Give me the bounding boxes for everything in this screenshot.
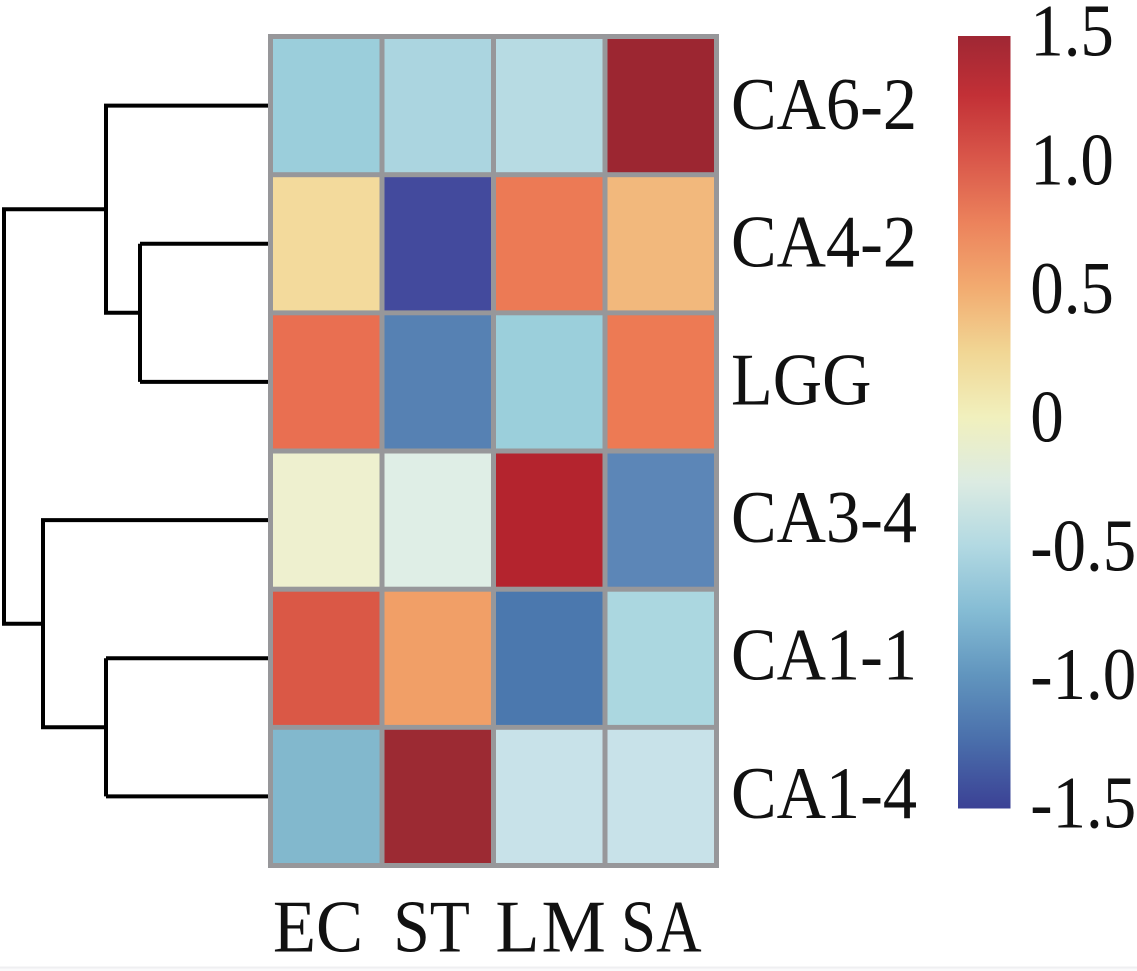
svg-text:EC: EC [273,886,363,968]
svg-text:CA3-4: CA3-4 [731,478,917,559]
svg-text:ST: ST [393,887,470,968]
svg-text:-1.5: -1.5 [1030,763,1136,845]
svg-text:CA6-2: CA6-2 [731,65,917,146]
svg-text:0.5: 0.5 [1030,248,1114,330]
svg-text:1.0: 1.0 [1030,119,1114,201]
svg-text:CA1-4: CA1-4 [731,754,917,835]
svg-text:-1.0: -1.0 [1030,634,1136,716]
svg-text:SA: SA [621,886,701,968]
svg-text:1.5: 1.5 [1030,0,1114,72]
svg-text:LM: LM [495,886,607,968]
svg-text:0: 0 [1030,377,1063,459]
svg-text:-0.5: -0.5 [1030,505,1136,587]
svg-text:CA1-1: CA1-1 [731,615,917,696]
svg-text:CA4-2: CA4-2 [731,202,917,283]
svg-text:LGG: LGG [731,340,871,421]
